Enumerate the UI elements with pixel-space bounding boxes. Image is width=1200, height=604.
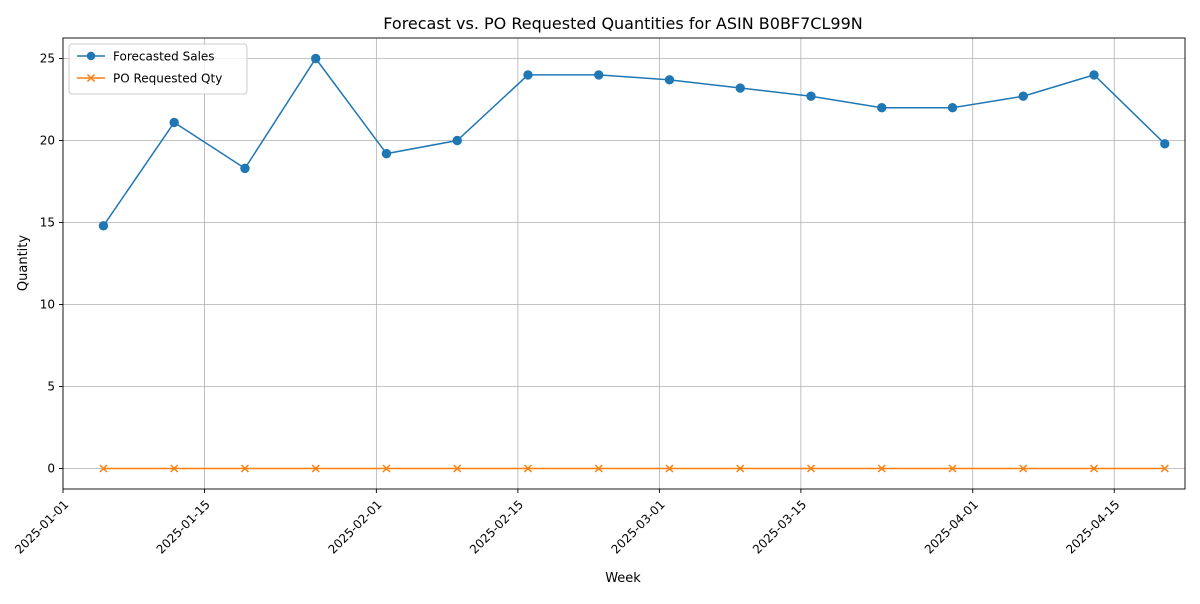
- data-point: [736, 464, 745, 473]
- series-line: [102, 57, 1166, 227]
- chart-title: Forecast vs. PO Requested Quantities for…: [383, 14, 862, 33]
- data-point: [240, 464, 249, 473]
- legend-label: PO Requested Qty: [113, 72, 222, 86]
- data-point: [735, 83, 745, 93]
- data-point: [382, 464, 391, 473]
- data-point: [311, 53, 321, 64]
- data-point: [1089, 70, 1099, 80]
- data-point: [1018, 91, 1028, 101]
- y-tick-label: 0: [47, 462, 55, 476]
- data-point: [452, 135, 462, 146]
- y-axis-label: Quantity: [16, 235, 31, 291]
- data-point: [1089, 464, 1099, 473]
- data-point: [664, 75, 675, 85]
- data-point: [665, 464, 674, 473]
- data-point: [169, 117, 179, 128]
- y-tick-label: 10: [40, 298, 55, 312]
- data-point: [806, 464, 816, 473]
- data-point: [594, 464, 603, 473]
- x-axis-label: Week: [605, 571, 641, 586]
- data-point: [877, 464, 886, 473]
- data-point: [594, 70, 604, 80]
- data-point: [99, 464, 108, 473]
- data-point: [523, 464, 533, 473]
- data-point: [1160, 139, 1170, 149]
- plot-frame: [62, 37, 1186, 490]
- data-point: [523, 70, 533, 80]
- legend-marker: [86, 73, 96, 83]
- y-tick-label: 25: [40, 52, 55, 66]
- data-point: [311, 464, 320, 473]
- legend-item: PO Requested Qty: [77, 72, 222, 86]
- data-point: [1160, 464, 1169, 473]
- data-point: [947, 103, 958, 113]
- legend-box: [68, 43, 248, 95]
- series-group: [98, 53, 1170, 473]
- data-point: [453, 464, 462, 473]
- legend-marker: [86, 51, 96, 61]
- data-point: [240, 163, 250, 174]
- series-1: [98, 53, 1170, 231]
- y-tick-label: 5: [47, 380, 55, 394]
- legend: Forecasted Sales PO Requested Qty: [68, 43, 248, 95]
- series-2: [99, 464, 1169, 473]
- legend-label: Forecasted Sales: [113, 50, 215, 64]
- data-point: [98, 221, 109, 231]
- data-point: [877, 103, 887, 113]
- data-point: [806, 91, 816, 101]
- y-tick-label: 20: [40, 134, 55, 148]
- data-point: [1019, 464, 1028, 473]
- data-point: [381, 148, 392, 159]
- data-point: [948, 464, 957, 473]
- y-tick-label: 15: [40, 216, 55, 230]
- legend-item: Forecasted Sales: [77, 50, 215, 64]
- data-point: [170, 464, 179, 473]
